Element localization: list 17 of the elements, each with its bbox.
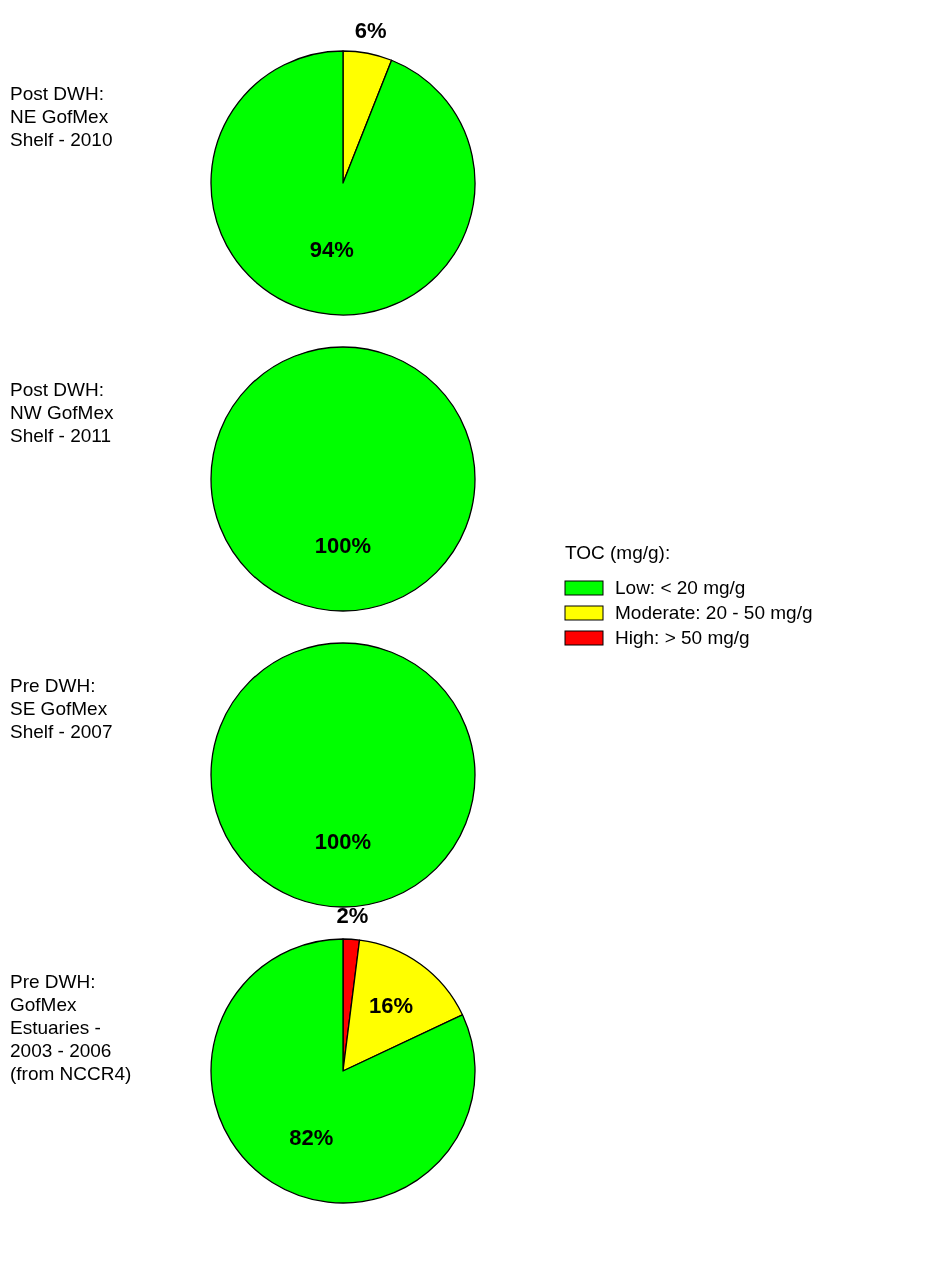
- text: Post DWH: NW GofMex Shelf - 2011: [10, 379, 114, 446]
- data-label: 82%: [289, 1124, 334, 1150]
- data-label: 6%: [354, 17, 387, 43]
- text: Post DWH: NE GofMex Shelf - 2010: [10, 83, 113, 150]
- text: Pre DWH: GofMex Estuaries - 2003 - 2006 (from NCCR4): [10, 971, 132, 1084]
- legend-label: Moderate: 20 - 50 mg/g: [615, 602, 813, 623]
- pie-slice: [210, 938, 476, 1204]
- legend-label: High: > 50 mg/g: [615, 627, 750, 648]
- data-label: 100%: [314, 828, 372, 854]
- data-label: 16%: [369, 992, 414, 1018]
- pie-slice: [210, 50, 476, 316]
- legend-label: Low: < 20 mg/g: [615, 577, 746, 598]
- text: Pre DWH: SE GofMex Shelf - 2007: [10, 675, 113, 742]
- legend-title: TOC (mg/g):: [565, 542, 671, 563]
- data-label: 94%: [309, 236, 354, 262]
- data-label: 100%: [314, 532, 372, 558]
- data-label: 2%: [336, 903, 369, 929]
